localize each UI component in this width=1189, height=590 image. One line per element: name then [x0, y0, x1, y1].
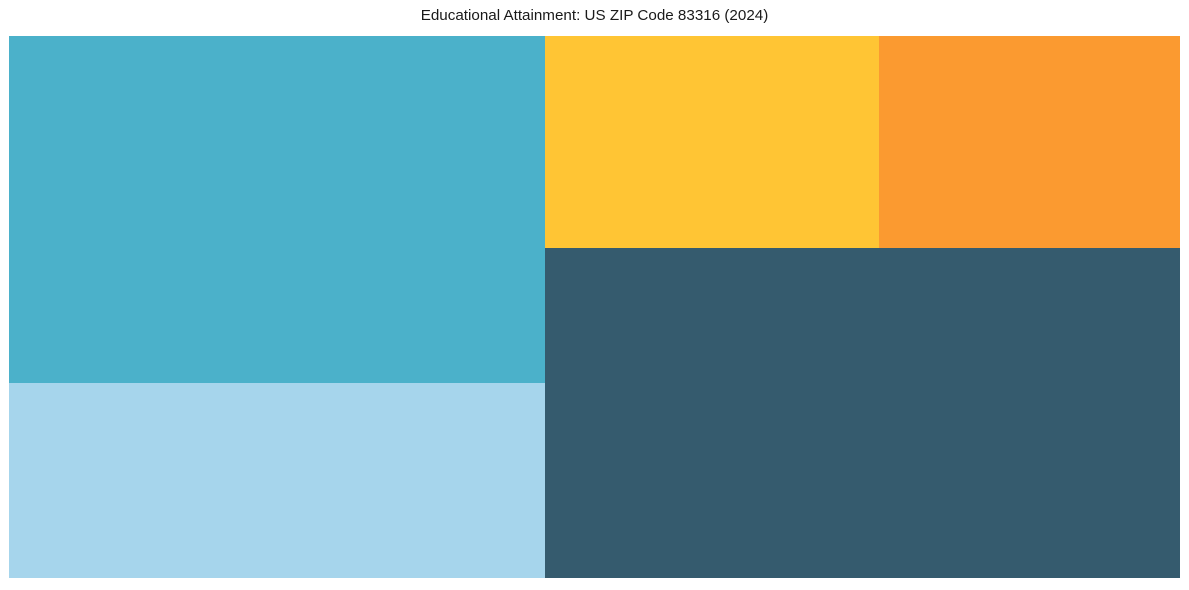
treemap-tile[interactable]: Less Than High School — [9, 383, 545, 578]
treemap-tile[interactable]: High School Graduate — [9, 36, 545, 383]
treemap-tile[interactable]: Associate's Degree — [879, 36, 1180, 248]
treemap-tile[interactable]: Bachelor's Degree — [545, 36, 879, 248]
treemap-tile[interactable]: Some College, No Degree — [545, 248, 1180, 578]
treemap-plot-area: High School GraduateSome College, No Deg… — [9, 36, 1180, 578]
chart-title: Educational Attainment: US ZIP Code 8331… — [420, 7, 769, 24]
